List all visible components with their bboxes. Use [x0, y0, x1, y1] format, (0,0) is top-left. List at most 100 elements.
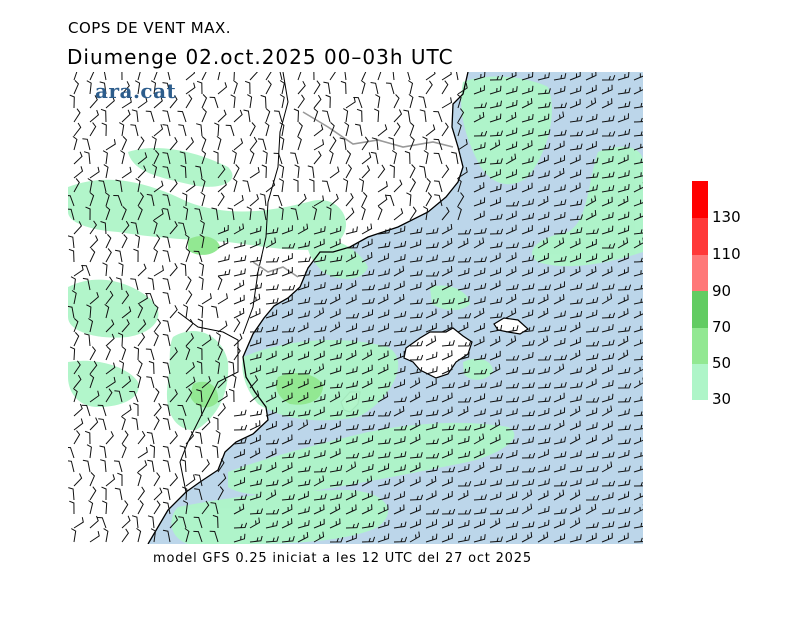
wind-barb-icon: [86, 444, 92, 459]
wind-barb-icon: [441, 72, 452, 81]
wind-barb-icon: [457, 256, 472, 263]
wind-barb-icon: [361, 410, 376, 417]
wind-barb-icon: [553, 140, 565, 151]
wind-barb-icon: [137, 430, 146, 445]
wind-barb-icon: [377, 124, 388, 137]
wind-barb-icon: [121, 234, 128, 249]
wind-barb-icon: [457, 108, 465, 123]
wind-barb-icon: [297, 337, 310, 347]
wind-barb-icon: [82, 138, 91, 151]
wind-barb-icon: [393, 326, 407, 333]
wind-barb-icon: [553, 211, 566, 221]
wind-barb-icon: [370, 82, 379, 95]
wind-barb-icon: [297, 269, 311, 277]
wind-barb-icon: [297, 223, 309, 235]
wind-barb-icon: [73, 517, 84, 529]
wind-barb-icon: [249, 326, 264, 333]
wind-barb-icon: [553, 363, 565, 375]
wind-barb-icon: [505, 242, 519, 249]
wind-barb-icon: [297, 256, 311, 263]
wind-barb-icon: [178, 222, 187, 235]
wind-barb-icon: [521, 382, 535, 389]
wind-barb-icon: [409, 420, 421, 431]
wind-barb-icon: [102, 150, 108, 165]
wind-barb-icon: [153, 124, 164, 137]
wind-barb-icon: [521, 424, 536, 431]
wind-barb-icon: [249, 409, 263, 417]
legend-label: 90: [712, 282, 732, 300]
wind-barb-icon: [201, 293, 212, 305]
wind-barb-icon: [451, 151, 459, 165]
wind-barb-icon: [181, 486, 188, 501]
wind-barb-icon: [233, 409, 247, 417]
wind-barb-icon: [249, 337, 262, 347]
wind-barb-icon: [169, 389, 178, 403]
wind-barb-icon: [329, 270, 343, 277]
wind-gust-map: [68, 72, 643, 544]
wind-barb-icon: [329, 255, 343, 263]
wind-barb-icon: [441, 308, 453, 319]
wind-barb-icon: [601, 225, 614, 235]
wind-barb-icon: [569, 478, 582, 487]
wind-barb-icon: [393, 451, 407, 459]
wind-barb-icon: [162, 375, 171, 389]
wind-barb-icon: [456, 122, 462, 137]
wind-barb-icon: [329, 435, 342, 445]
wind-barb-icon: [457, 267, 470, 277]
wind-barb-icon: [377, 410, 392, 417]
wind-barb-icon: [211, 305, 219, 319]
wind-barb-icon: [89, 390, 100, 403]
wind-barb-icon: [361, 504, 373, 515]
wind-barb-icon: [586, 397, 600, 403]
wind-barb-icon: [441, 223, 453, 235]
wind-barb-icon: [113, 460, 123, 473]
wind-barb-icon: [361, 435, 374, 445]
wind-barb-icon: [633, 355, 643, 361]
wind-barb-icon: [601, 212, 614, 221]
wind-barb-icon: [409, 227, 423, 235]
wind-barb-icon: [441, 533, 453, 543]
wind-barb-icon: [297, 94, 305, 109]
wind-barb-icon: [297, 506, 310, 515]
wind-barb-icon: [225, 124, 235, 137]
wind-barb-icon: [425, 519, 437, 529]
wind-barb-icon: [322, 110, 331, 123]
wind-barb-icon: [131, 417, 139, 431]
legend-label: 70: [712, 318, 732, 336]
wind-barb-icon: [441, 466, 456, 473]
wind-barb-icon: [617, 507, 631, 515]
wind-barb-icon: [313, 269, 327, 277]
wind-barb-icon: [133, 346, 140, 361]
wind-barb-icon: [233, 449, 245, 459]
wind-barb-icon: [265, 366, 278, 375]
wind-barb-icon: [585, 378, 597, 389]
wind-barb-icon: [422, 136, 428, 151]
wind-barb-icon: [281, 504, 293, 515]
wind-barb-icon: [569, 394, 582, 403]
wind-barb-icon: [425, 227, 439, 235]
wind-barb-icon: [329, 420, 341, 431]
wind-barb-icon: [617, 253, 629, 263]
wind-barb-icon: [249, 269, 263, 277]
wind-barb-icon: [585, 97, 597, 109]
wind-barb-icon: [297, 351, 310, 361]
wind-barb-icon: [217, 320, 228, 333]
wind-barb-icon: [537, 72, 550, 81]
wind-barb-icon: [121, 306, 132, 319]
wind-barb-icon: [569, 266, 581, 277]
wind-barb-icon: [265, 268, 278, 277]
wind-barb-icon: [361, 450, 374, 459]
wind-barb-icon: [617, 87, 631, 95]
wind-barb-icon: [633, 73, 643, 81]
wind-barb-icon: [262, 150, 268, 165]
wind-barb-icon: [329, 122, 335, 137]
wind-barb-icon: [633, 424, 643, 431]
wind-barb-icon: [569, 350, 581, 361]
wind-barb-icon: [313, 255, 327, 263]
wind-barb-icon: [409, 377, 421, 389]
wind-barb-icon: [419, 109, 427, 123]
wind-barb-icon: [323, 81, 331, 95]
wind-barb-icon: [585, 282, 598, 291]
wind-barb-icon: [313, 379, 326, 389]
wind-barb-icon: [130, 124, 139, 137]
